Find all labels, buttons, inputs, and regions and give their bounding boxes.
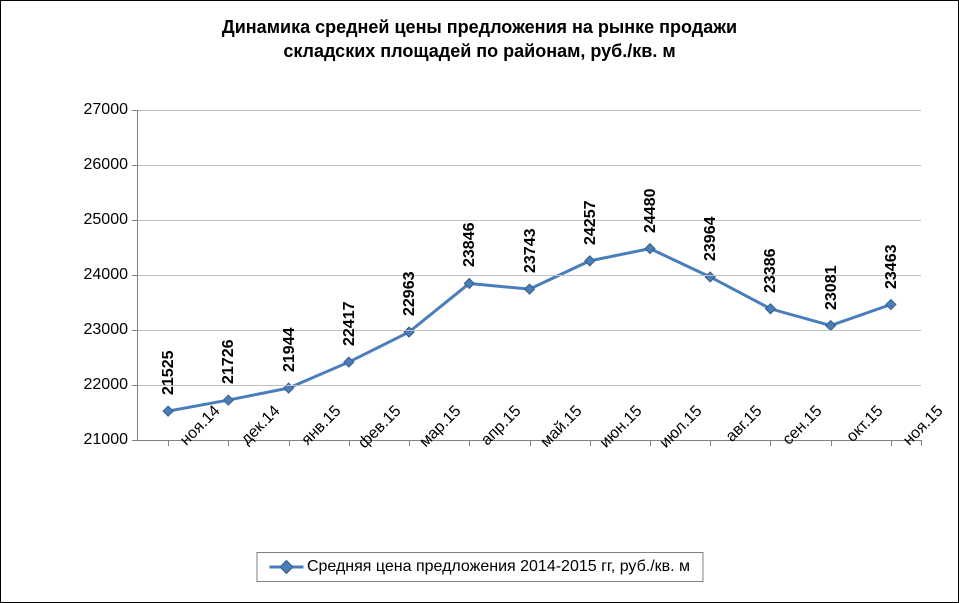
y-axis-label: 22000 — [84, 376, 139, 394]
plot-area: 21000220002300024000250002600027000ноя.1… — [137, 110, 921, 441]
data-marker — [344, 357, 354, 367]
data-marker — [886, 300, 896, 310]
data-label: 21726 — [220, 340, 238, 385]
data-label: 22963 — [401, 272, 419, 317]
data-label: 23846 — [461, 223, 479, 268]
y-axis-label: 26000 — [84, 156, 139, 174]
chart-title: Динамика средней цены предложения на рын… — [1, 15, 958, 64]
y-axis-label: 23000 — [84, 321, 139, 339]
chart-container: Динамика средней цены предложения на рын… — [0, 0, 959, 603]
data-marker — [645, 244, 655, 254]
tick-x — [921, 440, 922, 446]
data-marker — [223, 395, 233, 405]
data-marker — [525, 284, 535, 294]
y-axis-label: 27000 — [84, 101, 139, 119]
data-label: 23743 — [522, 229, 540, 274]
y-axis-label: 24000 — [84, 266, 139, 284]
gridline-y — [138, 110, 921, 111]
gridline-y — [138, 275, 921, 276]
data-label: 21944 — [281, 328, 299, 373]
data-label: 23386 — [762, 248, 780, 293]
gridline-y — [138, 385, 921, 386]
gridline-y — [138, 330, 921, 331]
gridline-y — [138, 165, 921, 166]
data-label: 23463 — [883, 244, 901, 289]
data-marker — [163, 406, 173, 416]
data-label: 24257 — [582, 200, 600, 245]
chart-title-line2: складских площадей по районам, руб./кв. … — [283, 41, 675, 61]
data-label: 23964 — [702, 216, 720, 261]
data-label: 21525 — [160, 351, 178, 396]
legend-label: Средняя цена предложения 2014-2015 гг, р… — [307, 558, 690, 576]
legend: Средняя цена предложения 2014-2015 гг, р… — [256, 552, 703, 582]
data-label: 23081 — [823, 265, 841, 310]
data-marker — [585, 256, 595, 266]
y-axis-label: 25000 — [84, 211, 139, 229]
data-label: 22417 — [341, 302, 359, 347]
gridline-y — [138, 220, 921, 221]
legend-swatch — [269, 560, 303, 574]
data-label: 24480 — [642, 188, 660, 233]
chart-title-line1: Динамика средней цены предложения на рын… — [222, 17, 737, 37]
legend-marker-icon — [279, 560, 293, 574]
y-axis-label: 21000 — [84, 431, 139, 449]
